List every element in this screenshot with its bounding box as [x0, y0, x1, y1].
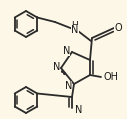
Text: N: N [71, 25, 79, 35]
Text: OH: OH [104, 72, 118, 82]
Text: N: N [63, 46, 70, 56]
Text: H: H [72, 20, 78, 30]
Text: O: O [114, 23, 122, 33]
Text: N: N [65, 81, 72, 91]
Text: N: N [75, 105, 82, 115]
Text: N: N [53, 62, 60, 72]
